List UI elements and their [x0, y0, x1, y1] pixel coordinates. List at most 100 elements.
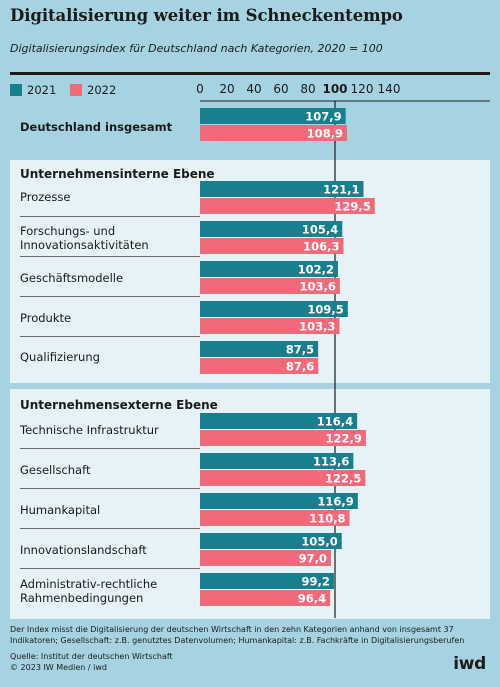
value-label-2021: 105,4 [302, 223, 338, 237]
legend-item-2022: 2022 [70, 83, 116, 97]
bar-2022 [200, 238, 344, 254]
value-label-2022: 103,6 [299, 280, 335, 294]
source-line: Quelle: Institut der deutschen Wirtschaf… [10, 652, 173, 661]
legend-item-2021: 2021 [10, 83, 56, 97]
category-label-line: Produkte [20, 311, 72, 325]
row-separator [20, 296, 200, 297]
value-label-2021: 107,9 [305, 110, 341, 124]
value-label-2022: 103,3 [299, 320, 335, 334]
row-separator [20, 528, 200, 529]
bar-2022 [200, 125, 348, 141]
category-label: Prozesse [20, 190, 70, 204]
row-separator [20, 448, 200, 449]
x-tick-label: 100 [322, 82, 348, 96]
value-label-2022: 96,4 [298, 592, 326, 606]
category-label-line: Deutschland insgesamt [20, 120, 173, 134]
section-title-external: Unternehmensexterne Ebene [20, 398, 218, 412]
category-label-line: Geschäftsmodelle [20, 271, 124, 285]
bar-2021 [200, 341, 319, 357]
legend-swatch-2022 [70, 84, 82, 96]
row-separator [20, 568, 200, 569]
category-label-line: Technische Infrastruktur [20, 423, 159, 437]
value-label-2022: 110,8 [309, 512, 345, 526]
bar-2022 [200, 358, 319, 374]
value-label-2022: 122,9 [326, 432, 362, 446]
bar-2021 [200, 493, 358, 509]
iwd-logo: iwd [453, 654, 486, 674]
category-label-line: Gesellschaft [20, 463, 91, 477]
x-tick-label: 40 [246, 82, 262, 96]
bar-2021 [200, 573, 334, 589]
header-rule [10, 72, 490, 75]
category-label: Humankapital [20, 503, 100, 517]
category-label: Forschungs- und Innovationsaktivitäten [20, 224, 149, 252]
bar-2022 [200, 430, 366, 446]
chart-subtitle: Digitalisierungsindex für Deutschland na… [10, 42, 383, 55]
bar-2022 [200, 470, 366, 486]
x-tick-label: 140 [377, 82, 401, 96]
bar-2022 [200, 278, 340, 294]
value-label-2021: 102,2 [298, 263, 334, 277]
category-label: Deutschland insgesamt [20, 120, 172, 134]
category-label-line: Prozesse [20, 190, 71, 204]
bar-2021 [200, 221, 343, 237]
x-tick-label: 80 [300, 82, 316, 96]
source-block: Quelle: Institut der deutschen Wirtschaf… [10, 652, 173, 673]
bar-2022 [200, 510, 350, 526]
bar-2022 [200, 198, 375, 214]
category-label-line: Humankapital [20, 503, 101, 517]
x-tick-label: 60 [273, 82, 289, 96]
value-label-2021: 99,2 [302, 575, 330, 589]
chart-title: Digitalisierung weiter im Schneckentempo [10, 6, 403, 25]
value-label-2022: 87,6 [286, 360, 314, 374]
category-label: Produkte [20, 311, 71, 325]
value-label-2021: 87,5 [286, 343, 314, 357]
bar-2022 [200, 590, 331, 606]
value-label-2021: 121,1 [323, 183, 359, 197]
bar-2022 [200, 318, 340, 334]
category-label: Gesellschaft [20, 463, 90, 477]
bar-2021 [200, 261, 338, 277]
category-label-line: Innovationsaktivitäten [20, 238, 149, 252]
category-label: Administrativ-rechtliche Rahmenbedingunge… [20, 577, 157, 605]
row-separator [20, 256, 200, 257]
x-tick-label: 120 [350, 82, 374, 96]
legend-swatch-2021 [10, 84, 22, 96]
category-label-line: Qualifizierung [20, 350, 100, 364]
category-label: Innovationslandschaft [20, 543, 147, 557]
value-label-2022: 129,5 [334, 200, 370, 214]
row-separator [20, 336, 200, 337]
footnote: Der Index misst die Digitalisierung der … [10, 625, 465, 645]
category-label: Technische Infrastruktur [20, 423, 159, 437]
bar-2021 [200, 413, 358, 429]
category-label-line: Forschungs- und [20, 224, 116, 238]
bar-2022 [200, 550, 331, 566]
category-label-line: Administrativ-rechtliche [20, 577, 158, 591]
value-label-2022: 108,9 [307, 127, 343, 141]
value-label-2021: 109,5 [307, 303, 343, 317]
row-separator [20, 216, 200, 217]
x-tick-label: 0 [196, 82, 204, 96]
value-label-2021: 116,9 [317, 495, 353, 509]
value-label-2022: 122,5 [325, 472, 361, 486]
bar-2021 [200, 108, 346, 124]
category-label: Qualifizierung [20, 350, 100, 364]
copyright-line: © 2023 IW Medien / iwd [10, 662, 107, 672]
legend-label-2021: 2021 [27, 83, 57, 97]
value-label-2021: 105,0 [301, 535, 337, 549]
legend-label-2022: 2022 [87, 83, 117, 97]
row-separator [20, 488, 200, 489]
bar-2021 [200, 453, 354, 469]
value-label-2021: 116,4 [317, 415, 353, 429]
section-title-internal: Unternehmensinterne Ebene [20, 167, 215, 181]
value-label-2022: 97,0 [299, 552, 327, 566]
bar-2021 [200, 533, 342, 549]
category-label: Geschäftsmodelle [20, 271, 123, 285]
category-label-line: Innovationslandschaft [20, 543, 147, 557]
value-label-2022: 106,3 [303, 240, 339, 254]
x-tick-label: 20 [219, 82, 235, 96]
bar-2021 [200, 181, 364, 197]
value-label-2021: 113,6 [313, 455, 349, 469]
category-label-line: Rahmenbedingungen [20, 591, 144, 605]
